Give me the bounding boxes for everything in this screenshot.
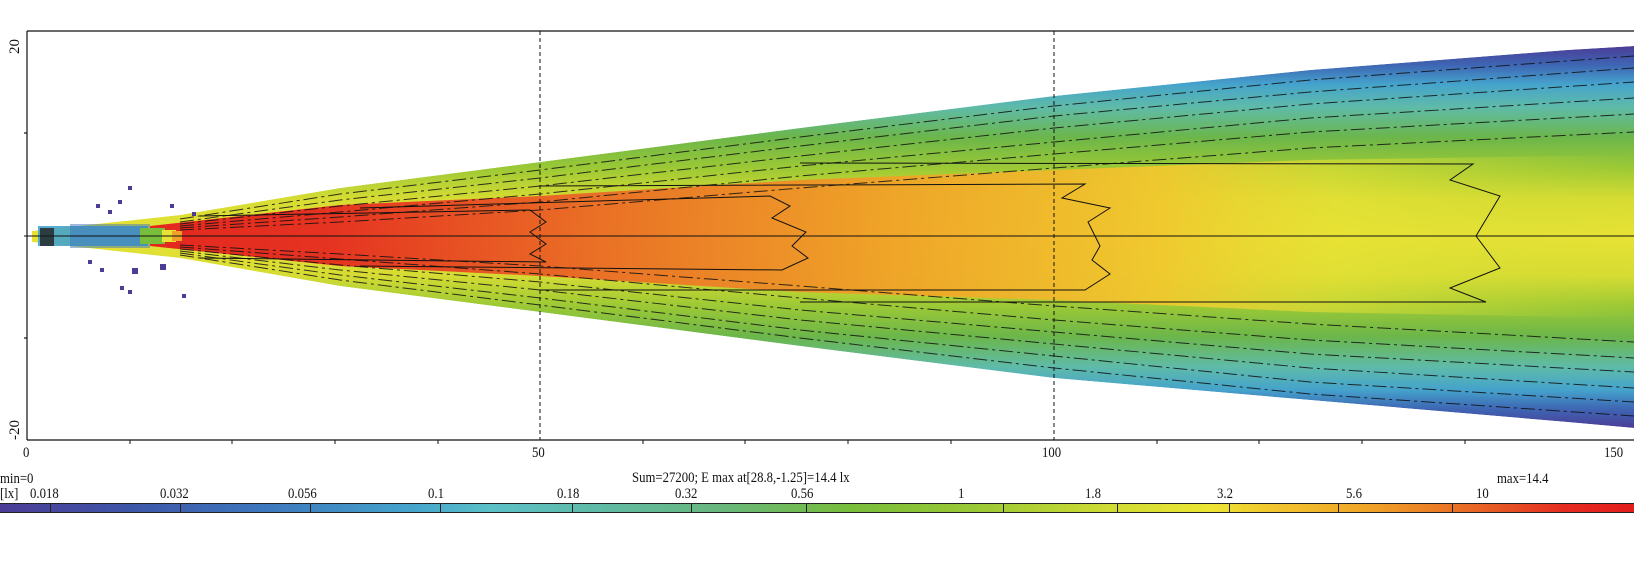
max-label: max=14.4 [1497,471,1549,487]
colorbar-tick: 0.032 [160,486,189,502]
axes [24,30,1634,441]
x-label-50: 50 [532,445,545,461]
colorbar [0,503,1634,513]
x-label-100: 100 [1042,445,1062,461]
colorbar-divider [180,503,181,513]
colorbar-tick: 1.8 [1085,486,1101,502]
colorbar-divider [50,503,51,513]
grid-lines [539,31,1055,440]
colorbar-divider [310,503,311,513]
colorbar-tick: 3.2 [1217,486,1233,502]
colorbar-tick: 0.56 [791,486,814,502]
colorbar-tick: 0.18 [557,486,580,502]
colorbar-divider [440,503,441,513]
x-ticks [129,440,1466,444]
colorbar-tick: 10 [1476,486,1489,502]
x-label-150: 150 [1604,445,1624,461]
colorbar-divider [1452,503,1453,513]
origin-scatter [38,186,196,298]
colorbar-unit: [lx] [0,486,19,502]
y-label-top: 20 [7,39,23,54]
colorbar-divider [691,503,692,513]
colorbar-tick: 0.056 [288,486,317,502]
colorbar-divider [1117,503,1118,513]
colorbar-divider [572,503,573,513]
colorbar-divider [1003,503,1004,513]
y-label-bottom: -20 [7,420,23,440]
min-label: min=0 [0,471,34,487]
illuminance-plot [24,30,1634,444]
colorbar-tick: 5.6 [1346,486,1362,502]
colorbar-divider [1229,503,1230,513]
beam-heatmap [32,46,1634,428]
colorbar-tick: 0.018 [30,486,59,502]
x-label-0: 0 [23,445,30,461]
colorbar-tick: 0.1 [428,486,444,502]
colorbar-divider [1338,503,1339,513]
colorbar-divider [806,503,807,513]
colorbar-tick: 0.32 [675,486,698,502]
summary-label: Sum=27200; E max at[28.8,-1.25]=14.4 lx [632,470,850,486]
colorbar-tick: 1 [958,486,965,502]
